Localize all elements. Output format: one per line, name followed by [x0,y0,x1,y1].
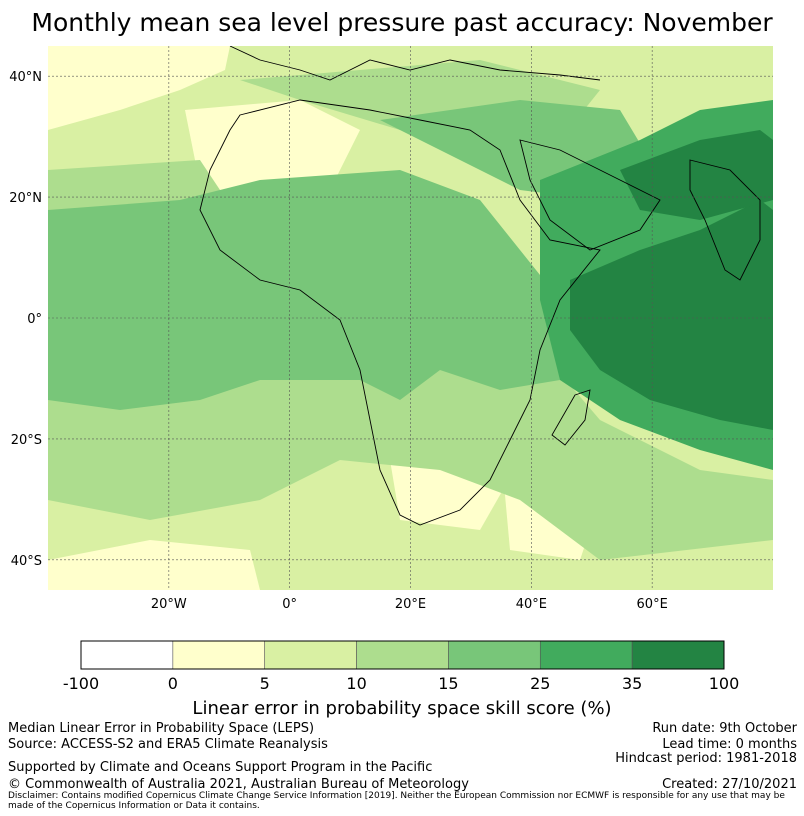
colorbar-tick-label: 25 [530,674,550,693]
colorbar-segment [356,640,449,670]
lon-tick-label: 40°E [516,597,547,612]
footer-lead-time: Lead time: 0 months [662,737,797,752]
colorbar-segment [80,640,174,670]
coastline-madagascar [551,389,591,446]
colorbar-segment [172,640,266,670]
colorbar-label: Linear error in probability space skill … [192,698,612,719]
lat-tick-label: 40°S [11,554,42,569]
footer-method: Median Linear Error in Probability Space… [8,721,315,736]
colorbar-tick-label: 100 [709,674,740,693]
chart-title: Monthly mean sea level pressure past acc… [31,8,773,37]
lat-tick-label: 40°N [9,70,42,85]
map-figure: 20°W 0° 20°E 40°E 60°E 40°N 20°N 0° 20°S 40°S -10… [9,46,773,693]
skill-region-high-tropics [48,170,560,410]
lon-tick-label: 20°W [151,597,187,612]
coastline-arabia [519,139,661,251]
gridlines [48,46,773,590]
skill-region-low-north [48,46,230,130]
colorbar: -100 0 5 10 15 25 35 100 [63,640,740,693]
skill-region-top-arabia [620,130,773,220]
coastline-india [689,159,761,281]
colorbar-frame [80,640,725,670]
colorbar-tick-label: -100 [63,674,99,693]
footer-created: Created: 27/10/2021 [662,777,797,792]
skill-region-low-sahara [185,100,360,200]
lat-tick-label: 0° [27,312,42,327]
colorbar-segment [631,640,725,670]
coastline-europe [229,46,601,81]
lon-tick-label: 0° [282,597,297,612]
tick-labels: 20°W 0° 20°E 40°E 60°E 40°N 20°N 0° 20°S 40°S [9,70,668,612]
skill-region-top-indian [570,200,773,430]
coastline-africa [199,99,601,526]
lon-tick-label: 60°E [637,597,668,612]
lat-tick-label: 20°N [9,191,42,206]
skill-region-low-south-atlantic [48,540,260,590]
lat-tick-label: 20°S [11,433,42,448]
footer-support: Supported by Climate and Oceans Support … [8,760,433,775]
lon-tick-label: 20°E [395,597,426,612]
colorbar-segment [264,640,357,670]
colorbar-segment [539,640,633,670]
footer-hindcast: Hindcast period: 1981-2018 [615,751,797,766]
colorbar-tick-label: 5 [260,674,270,693]
footer-copyright: © Commonwealth of Australia 2021, Austra… [8,777,469,792]
footer-disclaimer: Disclaimer: Contains modified Copernicus… [8,791,785,811]
colorbar-tick-label: 15 [438,674,458,693]
colorbar-segment [448,640,541,670]
colorbar-tick-label: 10 [346,674,366,693]
colorbar-tick-label: 0 [168,674,178,693]
footer-run-date: Run date: 9th October [652,721,797,736]
footer-source: Source: ACCESS-S2 and ERA5 Climate Reana… [8,737,328,752]
colorbar-tick-label: 35 [622,674,642,693]
